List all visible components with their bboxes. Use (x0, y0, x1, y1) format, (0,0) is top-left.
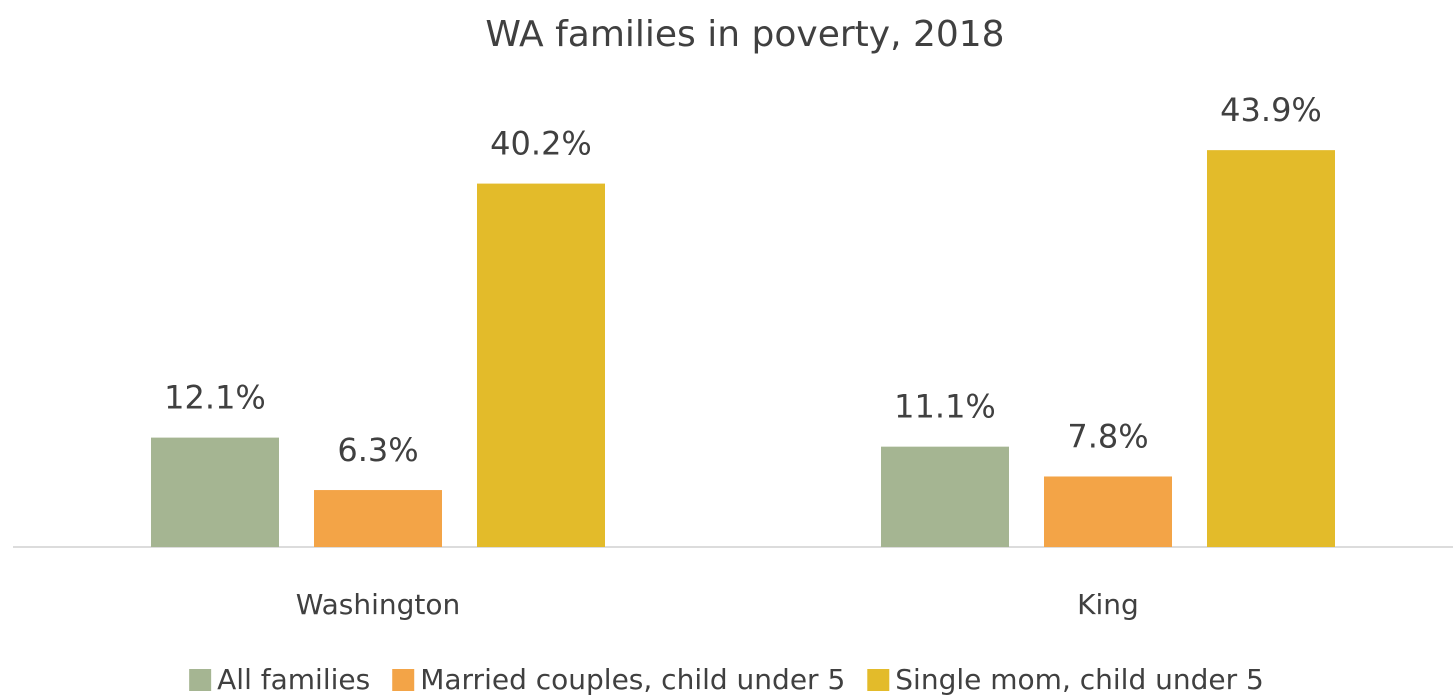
data-label: 43.9% (1220, 91, 1322, 129)
data-label: 40.2% (490, 125, 592, 163)
legend-label: All families (217, 663, 370, 696)
data-label: 12.1% (164, 379, 266, 417)
legend-swatch (392, 669, 415, 691)
bar (477, 183, 605, 548)
data-label: 6.3% (337, 431, 418, 469)
legend-swatch (189, 669, 212, 691)
x-tick-label: Washington (296, 588, 461, 621)
data-label: 11.1% (894, 388, 996, 426)
bar (314, 490, 442, 547)
bar (1207, 150, 1335, 548)
legend-swatch (867, 669, 890, 691)
bar (151, 437, 279, 547)
x-tick-label: King (1077, 588, 1139, 621)
chart-title: WA families in poverty, 2018 (485, 14, 1004, 55)
bar (1044, 476, 1172, 547)
bar (881, 446, 1009, 547)
legend-label: Married couples, child under 5 (420, 663, 845, 696)
data-label: 7.8% (1067, 417, 1148, 455)
legend-label: Single mom, child under 5 (895, 663, 1264, 696)
